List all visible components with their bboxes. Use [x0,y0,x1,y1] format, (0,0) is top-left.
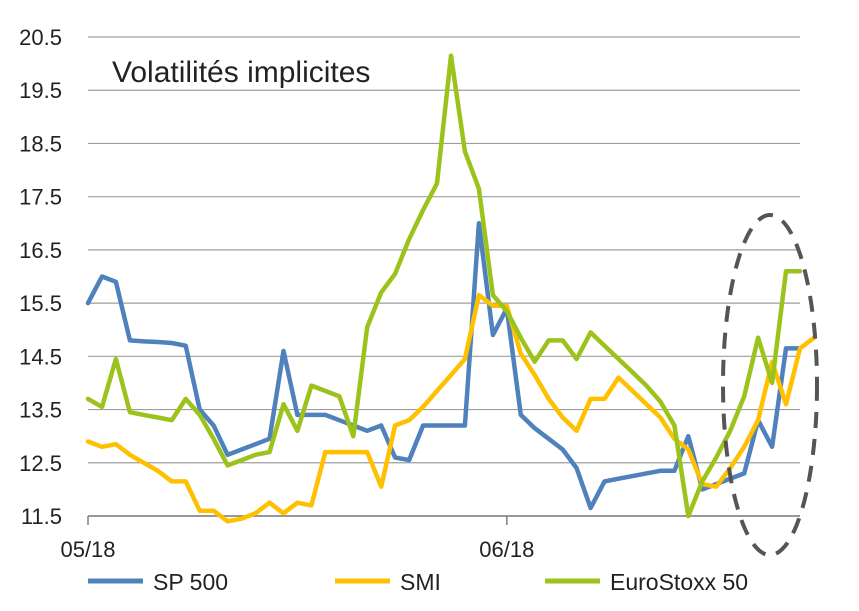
y-tick-label: 18.5 [19,131,62,156]
y-tick-label: 12.5 [19,451,62,476]
series-line [85,53,803,519]
y-tick-label: 11.5 [21,504,62,529]
x-tick-label: 05/18 [60,537,115,562]
series-line [85,221,803,511]
y-tick-label: 14.5 [19,344,62,369]
y-tick-label: 13.5 [19,398,62,423]
y-axis-tick-labels: 11.5 12.5 13.5 14.5 15.5 16.5 17.5 18.5 19.5 20.5 [19,25,62,529]
legend-label: SMI [400,569,441,595]
y-tick-label: 20.5 [19,25,62,50]
x-tick-label: 06/18 [479,537,534,562]
series-line [85,292,817,524]
grid-lines [88,36,800,517]
highlight-ellipse [721,213,819,557]
legend: SP 500 SMI EuroStoxx 50 [88,569,748,595]
y-tick-label: 16.5 [19,238,62,263]
legend-label: EuroStoxx 50 [610,569,748,595]
y-tick-label: 15.5 [19,291,62,316]
y-tick-label: 17.5 [19,185,62,210]
x-axis: 05/18 06/18 [60,515,800,562]
chart-title: Volatilités implicites [112,56,370,89]
series-lines [85,53,817,524]
y-tick-label: 19.5 [19,78,62,103]
legend-label: SP 500 [153,569,228,595]
